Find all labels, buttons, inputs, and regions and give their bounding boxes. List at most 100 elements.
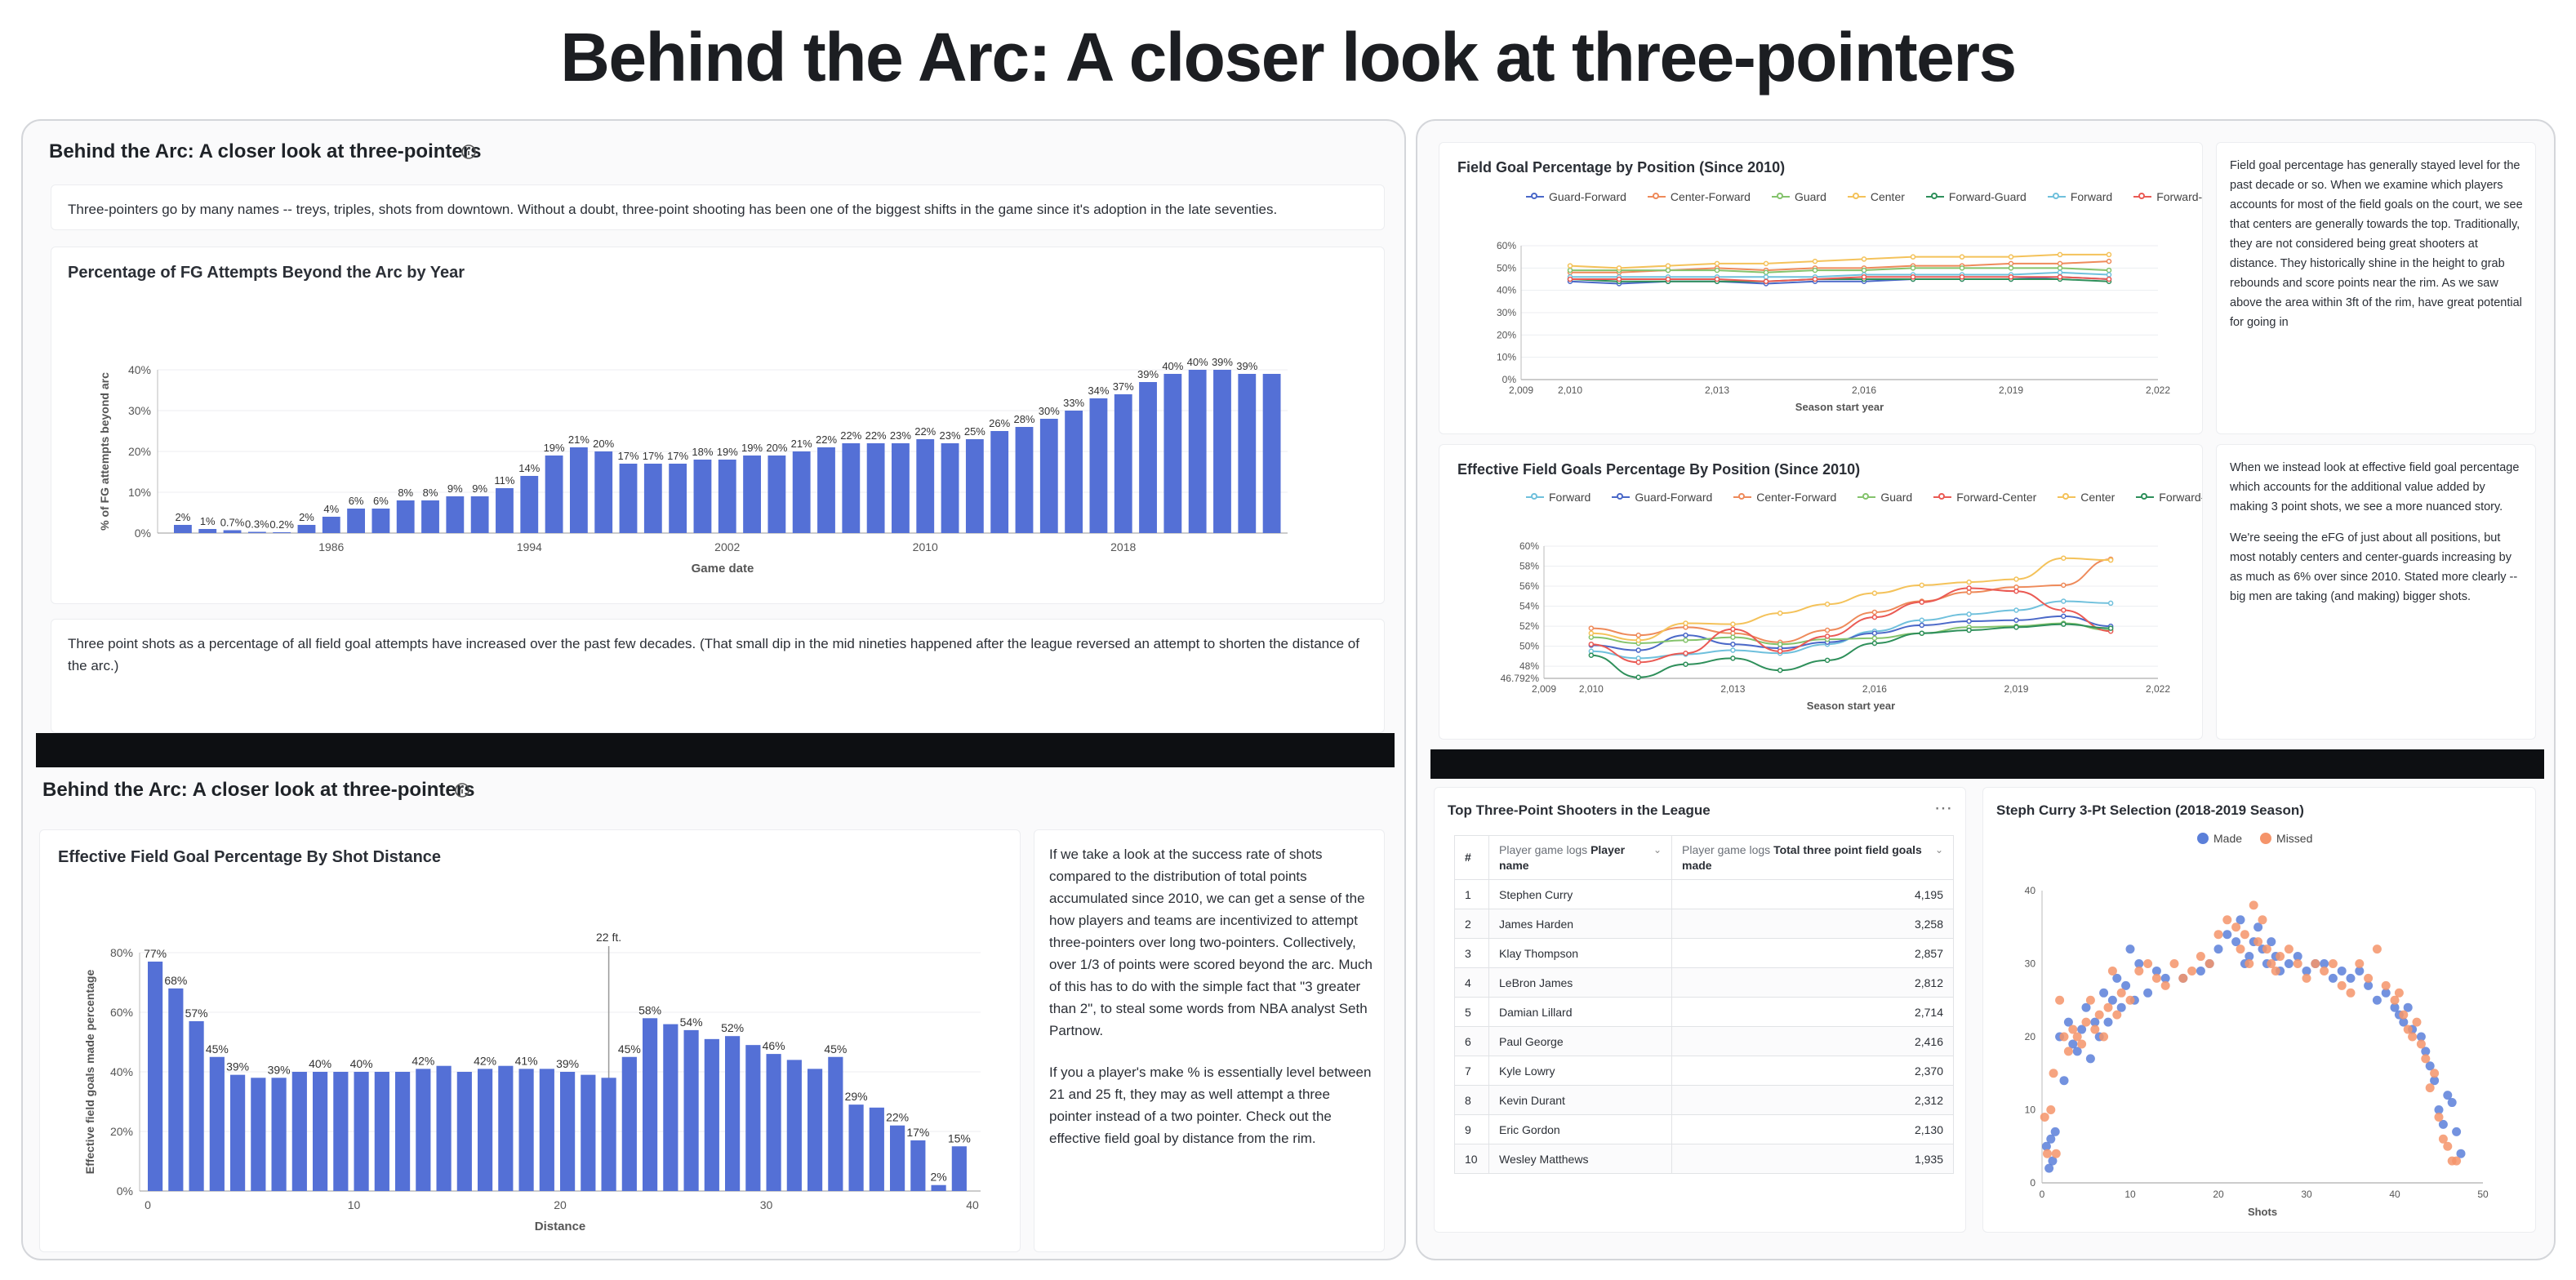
scatter-point: [2293, 952, 2302, 962]
legend-item[interactable]: Forward-Center: [2133, 190, 2202, 203]
info-icon[interactable]: [460, 144, 477, 160]
data-point: [1910, 274, 1916, 280]
bar: [1238, 374, 1257, 533]
table-row[interactable]: 6 Paul George 2,416: [1454, 1026, 1954, 1056]
x-tick-label: 2010: [913, 540, 938, 553]
table-row[interactable]: 1 Stephen Curry 4,195: [1454, 879, 1954, 909]
bar: [693, 460, 712, 533]
data-point: [1812, 267, 1818, 273]
legend-item[interactable]: Guard: [1771, 190, 1826, 203]
data-point: [1714, 267, 1720, 273]
legend-item[interactable]: Guard-Forward: [1526, 190, 1626, 203]
legend-swatch: [1771, 192, 1790, 202]
scatter-point: [2364, 973, 2374, 983]
data-point: [1777, 610, 1783, 616]
bar: [669, 464, 687, 533]
chart-title: Percentage of FG Attempts Beyond the Arc…: [68, 264, 465, 282]
section-heading: Behind the Arc: A closer look at three-p…: [49, 140, 482, 162]
scatter-point: [2355, 959, 2365, 968]
legend-item[interactable]: Forward-Center: [1933, 491, 2036, 504]
legend-item[interactable]: Forward-Guard: [2136, 491, 2202, 504]
table-row[interactable]: 10 Wesley Matthews 1,935: [1454, 1144, 1954, 1174]
y-tick-label: 0%: [1502, 374, 1517, 385]
column-header-player[interactable]: ⌄ Player game logs Player name: [1488, 835, 1672, 880]
data-point: [1635, 660, 1641, 665]
data-point: [1730, 626, 1736, 633]
bar: [189, 1020, 204, 1191]
legend-item[interactable]: Center: [1847, 190, 1905, 203]
table-row[interactable]: 3 Klay Thompson 2,857: [1454, 938, 1954, 968]
bar: [251, 1078, 266, 1191]
data-point: [1966, 618, 1972, 624]
x-axis-label: Shots: [2248, 1206, 2277, 1218]
legend-swatch: [1526, 192, 1544, 202]
data-point: [2008, 265, 2014, 271]
player-cell: Klay Thompson: [1488, 938, 1672, 968]
scatter-point: [2381, 988, 2391, 998]
legend-item[interactable]: Guard-Forward: [1612, 491, 1712, 504]
legend-item[interactable]: Forward: [1526, 491, 1591, 504]
made-cell: 2,312: [1671, 1085, 1954, 1115]
column-header-total[interactable]: ⌄ Player game logs Total three point fiel…: [1671, 835, 1954, 880]
data-label: 9%: [472, 482, 487, 495]
table-row[interactable]: 7 Kyle Lowry 2,370: [1454, 1056, 1954, 1086]
table-row[interactable]: 2 James Harden 3,258: [1454, 909, 1954, 939]
bar: [594, 451, 613, 533]
data-label: 20%: [766, 442, 787, 454]
series-line: [1569, 253, 2109, 269]
scatter-point: [2302, 966, 2311, 976]
data-label: 9%: [447, 482, 463, 495]
player-cell: Kyle Lowry: [1488, 1056, 1672, 1086]
scatter-point: [2068, 1039, 2078, 1049]
legend-item[interactable]: Center: [2058, 491, 2115, 504]
table-row[interactable]: 8 Kevin Durant 2,312: [1454, 1085, 1954, 1115]
legend-item[interactable]: Forward-Guard: [1925, 190, 2027, 203]
intro-text-card: Three-pointers go by many names -- treys…: [51, 184, 1385, 230]
scatter-point: [2236, 915, 2245, 925]
bar: [581, 1074, 596, 1191]
table-row[interactable]: 4 LeBron James 2,812: [1454, 967, 1954, 998]
table-row[interactable]: 5 Damian Lillard 2,714: [1454, 997, 1954, 1027]
legend-item[interactable]: Center-Forward: [1647, 190, 1751, 203]
data-label: 25%: [964, 425, 985, 438]
data-label: 40%: [1187, 356, 1208, 368]
bar: [990, 431, 1009, 533]
player-cell: Eric Gordon: [1488, 1114, 1672, 1144]
scatter-point: [2081, 1017, 2091, 1027]
scatter-point: [2213, 944, 2223, 954]
x-tick-label: 2,009: [1532, 683, 1556, 695]
x-tick-label: 2,010: [1579, 683, 1604, 695]
ellipsis-icon[interactable]: ⋯: [1934, 798, 1952, 818]
scatter-point: [2050, 1127, 2060, 1136]
scatter-point: [2143, 959, 2153, 968]
section-divider: [1430, 749, 2544, 779]
chevron-down-icon[interactable]: ⌄: [1653, 843, 1662, 856]
legend-item[interactable]: Made: [2197, 832, 2242, 845]
bar: [291, 1072, 307, 1191]
y-tick-label: 60%: [1497, 240, 1516, 251]
legend-item[interactable]: Forward: [2047, 190, 2112, 203]
scatter-point: [2421, 1047, 2431, 1056]
info-icon[interactable]: [454, 782, 470, 798]
legend-item[interactable]: Missed: [2260, 832, 2312, 845]
legend-item[interactable]: Guard: [1857, 491, 1912, 504]
data-point: [1635, 647, 1641, 653]
bar: [271, 1078, 287, 1191]
y-tick-label: 50%: [1519, 641, 1539, 652]
scatter-point: [2425, 1083, 2435, 1093]
scatter-point: [2311, 959, 2320, 968]
data-label: 11%: [494, 474, 514, 487]
data-point: [2106, 276, 2112, 282]
data-point: [1714, 276, 1720, 282]
x-tick-label: 2,019: [2004, 683, 2028, 695]
legend-item[interactable]: Center-Forward: [1733, 491, 1836, 504]
data-point: [1824, 633, 1831, 639]
column-header-rank[interactable]: #: [1454, 835, 1489, 880]
bar: [828, 1056, 843, 1191]
chevron-down-icon[interactable]: ⌄: [1934, 843, 1943, 856]
legend-label: Guard: [1794, 190, 1826, 203]
data-point: [1665, 263, 1671, 269]
table-row[interactable]: 9 Eric Gordon 2,130: [1454, 1114, 1954, 1144]
data-label: 14%: [518, 462, 540, 474]
bar: [396, 500, 415, 533]
